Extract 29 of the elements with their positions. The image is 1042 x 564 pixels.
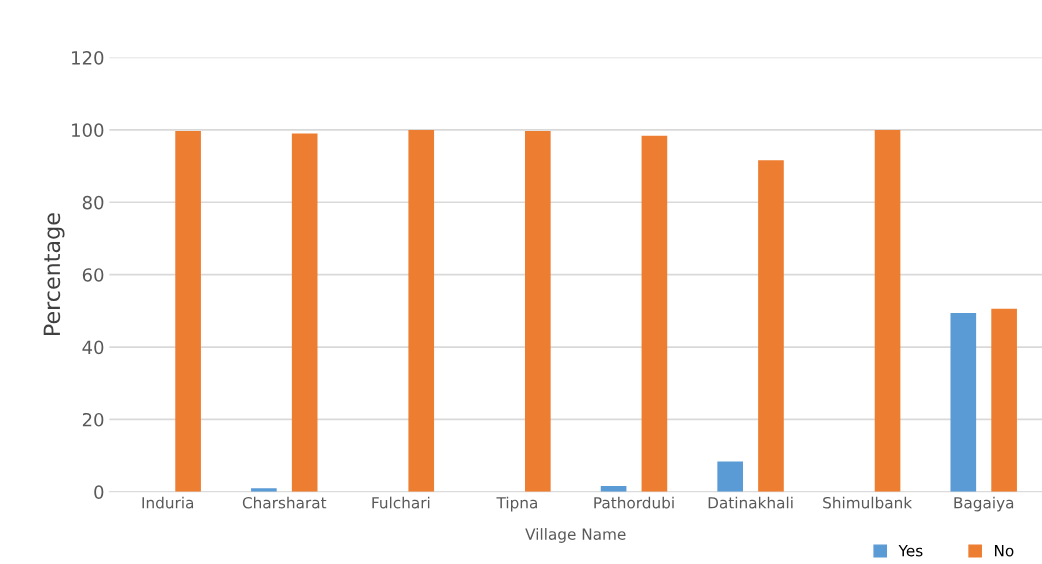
bar (758, 160, 784, 492)
x-tick-label: Datinakhali (708, 496, 793, 509)
y-tick-label: 120 (72, 50, 104, 65)
bar (291, 133, 318, 492)
bar (641, 135, 668, 492)
legend-label: No (994, 545, 1014, 557)
x-tick-label: Bagaiya (954, 496, 1014, 512)
y-tick-label: 60 (82, 268, 104, 282)
x-tick-label: Fulchari (372, 496, 430, 509)
y-tick-label: 40 (82, 340, 104, 355)
x-tick-label: Tipna (496, 496, 537, 512)
bar (175, 130, 201, 492)
bar (874, 129, 901, 492)
y-tick-label: 100 (72, 123, 104, 138)
bar (525, 130, 551, 492)
y-tick-label: 20 (82, 412, 104, 427)
x-tick-label: Shimulbank (823, 496, 913, 509)
x-tick-label: Charsharat (242, 496, 327, 509)
y-tick-label: 80 (82, 195, 104, 210)
x-tick-label: Induria (142, 496, 194, 509)
x-tick-label: Pathordubi (594, 496, 674, 509)
bar (950, 313, 977, 492)
y-axis-title: Percentage (43, 213, 65, 335)
bar (717, 461, 743, 492)
y-tick-label: 0 (94, 485, 104, 499)
x-axis-title: Village Name (525, 528, 626, 543)
bar (991, 308, 1017, 492)
legend-label: Yes (898, 545, 923, 557)
bar (408, 129, 435, 492)
